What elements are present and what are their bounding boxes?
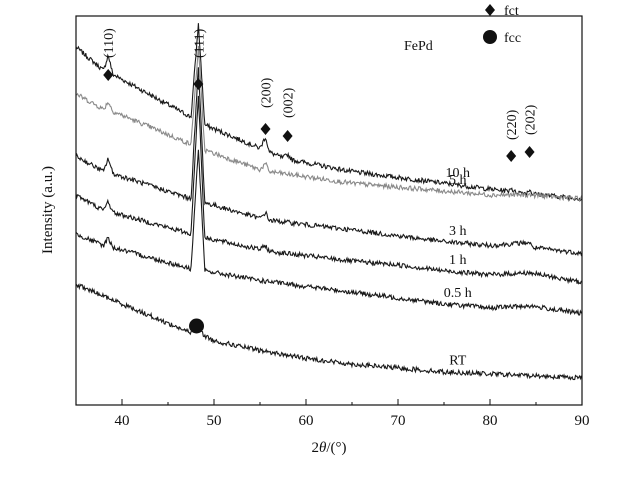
legend-diamond-icon xyxy=(485,4,495,16)
series-layer xyxy=(76,23,582,381)
axes: 40 50 60 70 80 90 xyxy=(75,15,590,429)
series-line xyxy=(76,23,582,202)
series-line xyxy=(76,149,582,316)
peak-label: (202) xyxy=(524,104,539,135)
x-tick-label: 50 xyxy=(207,413,222,429)
fct-peak-marker xyxy=(193,78,204,90)
x-tick-label: 80 xyxy=(483,413,498,429)
fct-peak-marker xyxy=(260,123,271,135)
series-label: RT xyxy=(449,354,466,369)
series-label: 1 h xyxy=(449,253,467,268)
x-tick-label: 60 xyxy=(299,413,314,429)
fct-peak-marker xyxy=(282,130,293,142)
series-label-layer: 10 h5 h 3 h 1 h 0.5 h RT xyxy=(444,166,472,368)
legend-label-fcc: fcc xyxy=(504,31,521,46)
y-axis-label: Intensity (a.u.) xyxy=(40,166,56,254)
x-axis-label-unit: /(°) xyxy=(326,440,346,456)
series-label: 3 h xyxy=(449,224,467,239)
plot-frame xyxy=(75,15,583,406)
peak-label: (200) xyxy=(260,77,275,108)
x-tick-label: 40 xyxy=(115,413,130,429)
peak-annotations: (110) (111) (200) (002) (220) (202) xyxy=(102,28,539,334)
series-label: 10 h xyxy=(446,166,471,181)
fcc-peak-marker xyxy=(189,318,205,334)
legend-label-fct: fct xyxy=(504,4,519,19)
peak-label: (111) xyxy=(192,28,207,58)
x-tick-label: 90 xyxy=(575,413,590,429)
fct-peak-marker xyxy=(506,150,517,162)
legend-circle-icon xyxy=(483,30,497,44)
fct-peak-marker xyxy=(524,146,535,158)
peak-label: (002) xyxy=(282,87,297,118)
series-line xyxy=(76,95,582,285)
sample-label: FePd xyxy=(404,39,433,54)
x-tick-label: 70 xyxy=(391,413,406,429)
series-line xyxy=(76,283,582,381)
peak-label: (220) xyxy=(505,109,520,140)
series-line xyxy=(76,67,582,257)
legend: fct fcc xyxy=(483,4,521,46)
series-label: 5 h xyxy=(449,173,467,188)
series-label: 0.5 h xyxy=(444,286,472,301)
x-axis-label-prefix: 2 xyxy=(311,440,319,456)
fct-peak-marker xyxy=(103,69,114,81)
x-axis-label-symbol: θ xyxy=(319,440,327,456)
x-axis-label: 2θ/(°) xyxy=(311,440,346,456)
series-line xyxy=(76,45,582,203)
peak-label: (110) xyxy=(102,28,117,58)
